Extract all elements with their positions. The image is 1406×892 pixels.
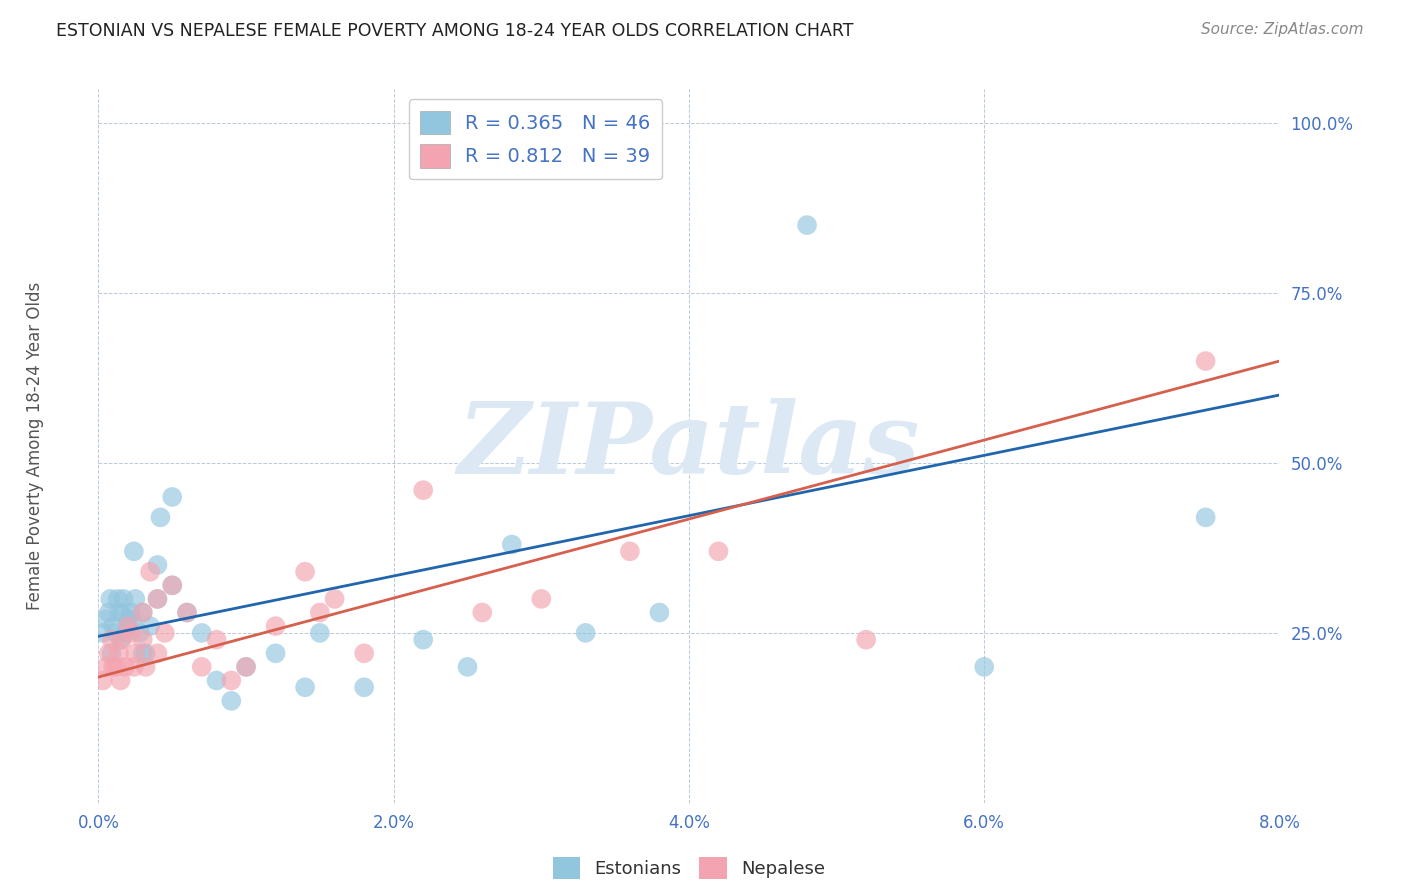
Text: ESTONIAN VS NEPALESE FEMALE POVERTY AMONG 18-24 YEAR OLDS CORRELATION CHART: ESTONIAN VS NEPALESE FEMALE POVERTY AMON… <box>56 22 853 40</box>
Point <box>120 626 142 640</box>
Point <box>97 646 120 660</box>
Point <box>235 660 257 674</box>
Point <box>111 606 134 620</box>
Text: ZIPatlas: ZIPatlas <box>458 398 920 494</box>
Point <box>501 537 523 551</box>
Point <box>323 591 346 606</box>
Point <box>114 626 136 640</box>
Point <box>574 626 596 640</box>
Point <box>135 646 157 660</box>
Point <box>191 626 214 640</box>
Point <box>162 490 183 504</box>
Point <box>100 646 122 660</box>
Point <box>205 673 228 688</box>
Point <box>264 619 287 633</box>
Point <box>1194 354 1216 368</box>
Point <box>153 626 176 640</box>
Point <box>796 218 818 232</box>
Point <box>114 660 136 674</box>
Point <box>530 591 553 606</box>
Point <box>219 673 242 688</box>
Point <box>103 660 124 674</box>
Point <box>235 660 257 674</box>
Point <box>120 606 142 620</box>
Point <box>294 565 316 579</box>
Point <box>162 578 183 592</box>
Point <box>146 591 169 606</box>
Point <box>124 646 146 660</box>
Point <box>191 660 214 674</box>
Point <box>412 632 434 647</box>
Point <box>176 606 198 620</box>
Point <box>146 591 169 606</box>
Point <box>117 612 139 626</box>
Point <box>135 660 157 674</box>
Point <box>103 619 124 633</box>
Point <box>105 660 128 674</box>
Point <box>132 606 155 620</box>
Point <box>91 673 114 688</box>
Point <box>111 632 134 647</box>
Point <box>132 646 155 660</box>
Point <box>110 632 132 647</box>
Point <box>176 606 198 620</box>
Point <box>205 632 228 647</box>
Point <box>294 680 316 694</box>
Point <box>117 619 139 633</box>
Legend: Estonians, Nepalese: Estonians, Nepalese <box>546 850 832 887</box>
Point <box>353 680 375 694</box>
Point <box>122 544 145 558</box>
Point <box>648 606 671 620</box>
Point <box>1194 510 1216 524</box>
Point <box>91 626 114 640</box>
Point <box>973 660 995 674</box>
Point <box>124 591 146 606</box>
Point <box>456 660 478 674</box>
Point <box>139 565 162 579</box>
Point <box>219 694 242 708</box>
Point <box>108 606 131 620</box>
Point <box>94 612 117 626</box>
Point <box>149 510 172 524</box>
Point <box>97 606 120 620</box>
Point <box>353 646 375 660</box>
Point <box>308 606 332 620</box>
Point <box>412 483 434 498</box>
Point <box>112 591 135 606</box>
Text: Source: ZipAtlas.com: Source: ZipAtlas.com <box>1201 22 1364 37</box>
Point <box>128 626 150 640</box>
Point <box>122 660 145 674</box>
Text: Female Poverty Among 18-24 Year Olds: Female Poverty Among 18-24 Year Olds <box>27 282 44 610</box>
Point <box>139 619 162 633</box>
Point <box>264 646 287 660</box>
Point <box>855 632 877 647</box>
Point <box>619 544 641 558</box>
Point <box>707 544 730 558</box>
Point <box>107 591 129 606</box>
Point <box>121 612 143 626</box>
Point <box>471 606 494 620</box>
Point <box>146 646 169 660</box>
Point <box>100 632 122 647</box>
Point <box>108 646 131 660</box>
Point <box>105 626 128 640</box>
Point <box>98 591 121 606</box>
Point <box>94 660 117 674</box>
Point <box>117 619 139 633</box>
Point <box>132 606 155 620</box>
Point <box>146 558 169 572</box>
Point <box>162 578 183 592</box>
Point <box>132 632 155 647</box>
Point <box>308 626 332 640</box>
Point <box>110 673 132 688</box>
